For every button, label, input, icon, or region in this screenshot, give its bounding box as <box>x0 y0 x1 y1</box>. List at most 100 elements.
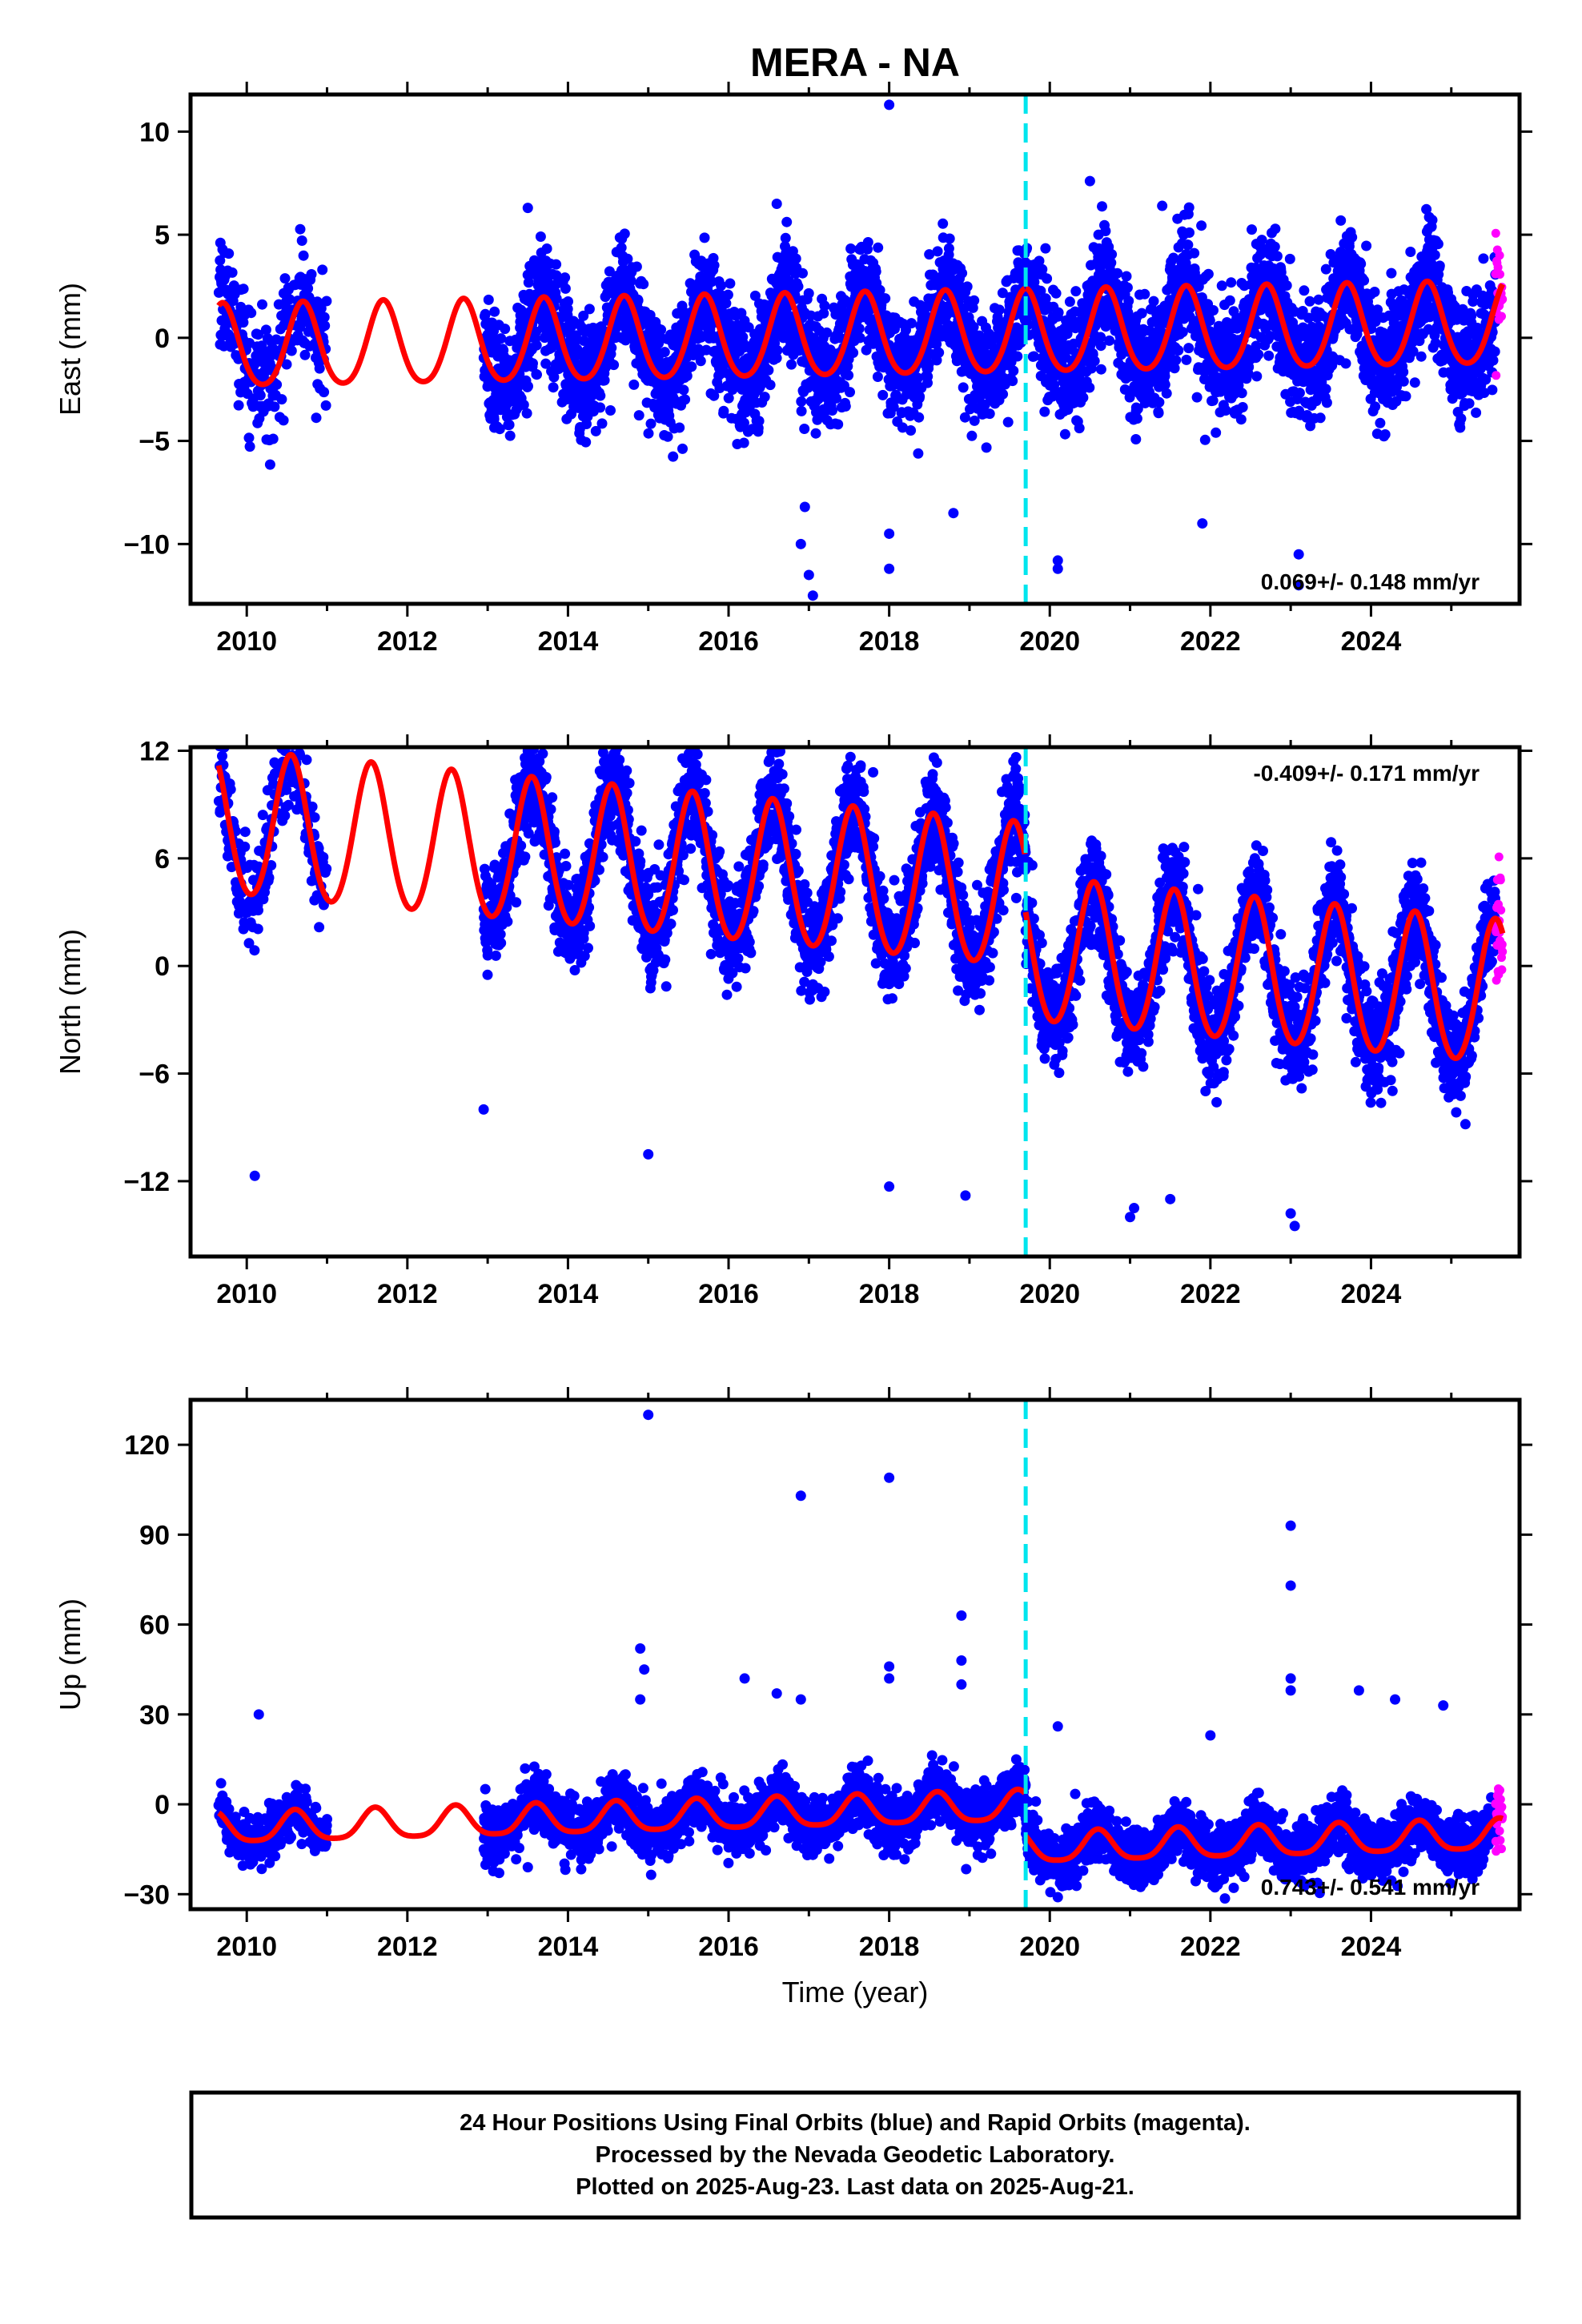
east-final-point <box>1040 293 1051 304</box>
east-final-point <box>1281 280 1292 291</box>
east-final-point <box>1040 243 1051 254</box>
east-final-point <box>580 436 592 448</box>
east-final-point <box>562 304 573 315</box>
east-rapid-point <box>1492 371 1501 380</box>
east-final-point <box>253 329 263 340</box>
east-final-point <box>803 287 814 299</box>
east-final-point <box>1224 295 1235 306</box>
east-final-point <box>1489 346 1500 357</box>
east-final-point <box>1284 253 1295 264</box>
east-final-point <box>279 273 291 284</box>
east-final-point <box>551 259 562 270</box>
east-final-point <box>797 267 808 279</box>
east-final-point <box>541 243 552 254</box>
east-final-point <box>765 380 776 391</box>
east-final-point <box>532 369 542 380</box>
east-final-point <box>1456 413 1467 424</box>
east-xtick-label: 2022 <box>1180 626 1241 657</box>
east-final-point <box>1139 288 1150 300</box>
east-outlier-point <box>795 538 806 549</box>
east-final-point <box>1398 376 1409 387</box>
east-rapid-point <box>1497 312 1506 321</box>
east-final-point <box>738 437 749 448</box>
east-xtick-label: 2010 <box>216 626 277 657</box>
east-final-point <box>620 335 631 346</box>
east-outlier-point <box>807 590 818 601</box>
east-final-point <box>518 400 529 410</box>
east-final-point <box>590 425 601 436</box>
east-final-point <box>771 352 782 364</box>
east-final-point <box>1122 282 1133 293</box>
east-final-point <box>320 400 331 411</box>
east-final-point <box>833 419 844 430</box>
east-final-point <box>1034 255 1045 267</box>
east-final-point <box>709 259 720 271</box>
east-final-point <box>1191 392 1203 403</box>
east-rapid-point <box>1491 228 1500 238</box>
east-final-point <box>1253 349 1264 360</box>
east-final-point <box>1321 397 1332 408</box>
east-final-point <box>1375 417 1386 428</box>
east-final-point <box>1299 285 1310 296</box>
east-final-point <box>821 327 833 338</box>
east-final-point <box>535 231 546 242</box>
east-final-point <box>1386 267 1397 279</box>
east-final-point <box>605 405 616 416</box>
chart-title: MERA - NA <box>750 40 960 85</box>
east-final-point <box>551 293 562 304</box>
east-final-point <box>223 248 235 259</box>
east-final-point <box>1400 391 1411 402</box>
east-final-point <box>244 441 255 452</box>
east-final-point <box>827 405 837 416</box>
east-final-point <box>286 345 297 356</box>
east-outlier-point <box>522 203 533 214</box>
east-final-point <box>295 322 306 333</box>
east-final-point <box>521 408 532 419</box>
east-final-point <box>483 294 494 305</box>
east-final-point <box>489 306 500 317</box>
east-final-point <box>317 264 328 275</box>
east-final-point <box>840 400 851 412</box>
east-final-point <box>1123 296 1134 307</box>
east-outlier-point <box>1052 555 1063 566</box>
east-final-point <box>1415 351 1427 362</box>
east-final-point <box>1370 401 1381 412</box>
east-final-point <box>1008 365 1019 376</box>
east-outlier-point <box>1084 175 1095 187</box>
east-final-point <box>494 424 505 435</box>
east-final-point <box>1039 406 1050 417</box>
east-final-point <box>984 408 995 420</box>
east-final-point <box>914 391 926 402</box>
east-final-point <box>1037 263 1048 275</box>
east-final-point <box>723 392 734 404</box>
east-rate-text: 0.069+/- 0.148 mm/yr <box>1261 569 1480 594</box>
east-final-point <box>595 390 606 401</box>
east-final-point <box>1204 315 1215 326</box>
east-final-point <box>897 422 908 433</box>
east-final-point <box>295 223 306 235</box>
east-final-point <box>845 243 857 254</box>
east-final-point <box>1189 247 1200 259</box>
east-ytick-label: −10 <box>123 529 170 560</box>
east-final-point <box>1177 327 1188 338</box>
east-xtick-label: 2014 <box>538 626 599 657</box>
north-final-point <box>219 730 230 741</box>
east-final-point <box>599 375 610 386</box>
east-final-point <box>1263 350 1275 361</box>
east-final-point <box>913 448 924 459</box>
east-rapid-point <box>1495 251 1504 260</box>
east-final-point <box>1429 249 1440 260</box>
east-final-point <box>1078 392 1089 403</box>
east-final-point <box>1487 384 1498 396</box>
east-final-point <box>311 412 322 424</box>
east-final-point <box>548 372 560 383</box>
east-final-point <box>267 433 279 444</box>
east-final-point <box>523 277 534 288</box>
east-final-point <box>786 359 797 370</box>
east-final-point <box>1084 382 1095 393</box>
east-final-point <box>1170 355 1182 366</box>
east-final-point <box>633 410 644 421</box>
east-final-point <box>870 266 881 277</box>
east-final-point <box>1471 407 1482 418</box>
east-final-point <box>944 233 955 244</box>
